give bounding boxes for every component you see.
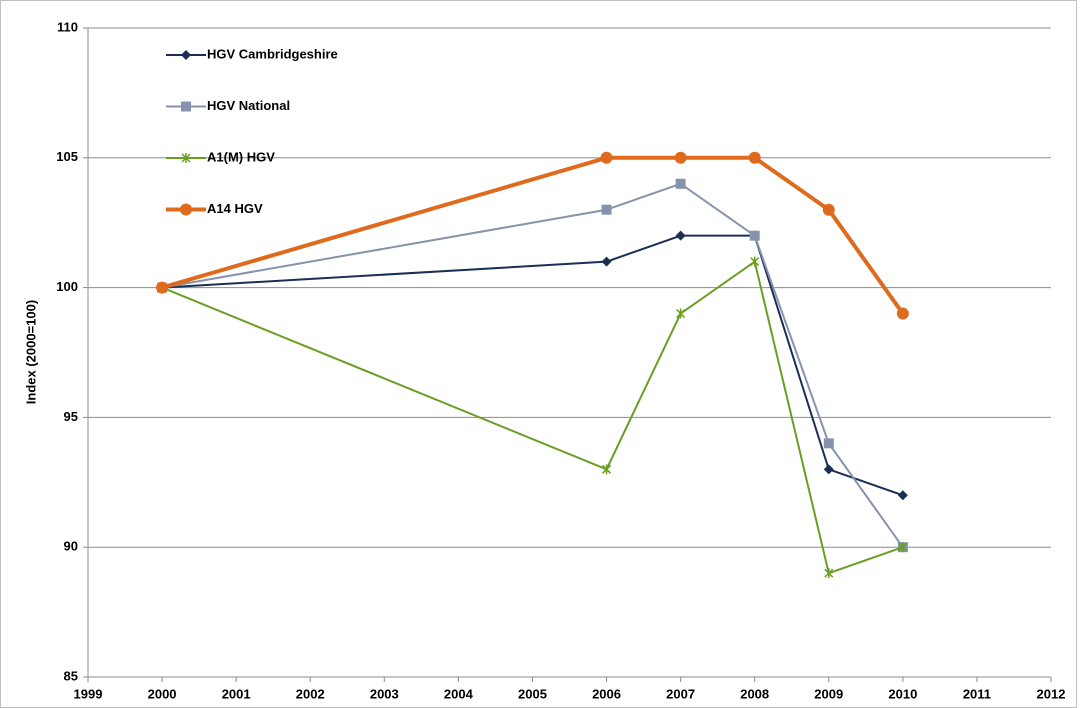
legend-label: A1(M) HGV: [207, 149, 275, 164]
y-tick-label: 105: [56, 149, 78, 164]
series-line: [162, 234, 904, 497]
y-tick-label: 100: [56, 279, 78, 294]
data-point: [823, 438, 834, 449]
y-axis-label: Index (2000=100): [23, 300, 38, 404]
x-tick-label: 2010: [888, 686, 917, 701]
series-line: [161, 260, 904, 575]
data-point: [822, 203, 835, 216]
x-tick-label: 2012: [1037, 686, 1066, 701]
data-point: [601, 256, 612, 267]
data-point: [675, 230, 686, 241]
x-tick-label: 2004: [444, 686, 474, 701]
legend-label: HGV Cambridgeshire: [207, 46, 338, 61]
data-point: [674, 151, 687, 164]
data-point: [675, 178, 686, 189]
x-tick-label: 1999: [74, 686, 103, 701]
x-tick-label: 2001: [222, 686, 251, 701]
legend-marker: [180, 203, 192, 216]
x-tick-label: 2008: [740, 686, 769, 701]
y-tick-label: 95: [64, 409, 78, 424]
series-line: [161, 182, 904, 548]
data-point: [748, 151, 761, 164]
legend-label: A14 HGV: [207, 201, 263, 216]
data-point: [897, 490, 908, 501]
data-point: [824, 568, 834, 579]
x-tick-label: 2003: [370, 686, 399, 701]
data-point: [898, 542, 908, 553]
legend-marker: [181, 50, 191, 60]
legend-label: HGV National: [207, 98, 290, 113]
x-tick-label: 2011: [963, 686, 991, 701]
data-point: [749, 230, 760, 241]
y-tick-label: 110: [57, 19, 78, 34]
data-point: [676, 308, 686, 319]
series-line: [161, 155, 905, 315]
x-tick-label: 2005: [518, 686, 547, 701]
data-point: [750, 256, 760, 267]
data-point: [600, 151, 613, 164]
x-tick-label: 2009: [814, 686, 843, 701]
data-point: [602, 464, 612, 475]
legend-marker: [181, 153, 191, 163]
data-point: [823, 464, 834, 475]
x-tick-label: 2000: [148, 686, 177, 701]
y-tick-label: 90: [64, 539, 78, 554]
x-tick-label: 2002: [296, 686, 325, 701]
legend-marker: [181, 101, 191, 112]
data-point: [601, 204, 612, 215]
y-tick-label: 85: [64, 668, 78, 683]
x-tick-label: 2007: [666, 686, 695, 701]
data-point: [156, 281, 169, 294]
data-point: [896, 307, 909, 320]
x-tick-label: 2006: [592, 686, 621, 701]
